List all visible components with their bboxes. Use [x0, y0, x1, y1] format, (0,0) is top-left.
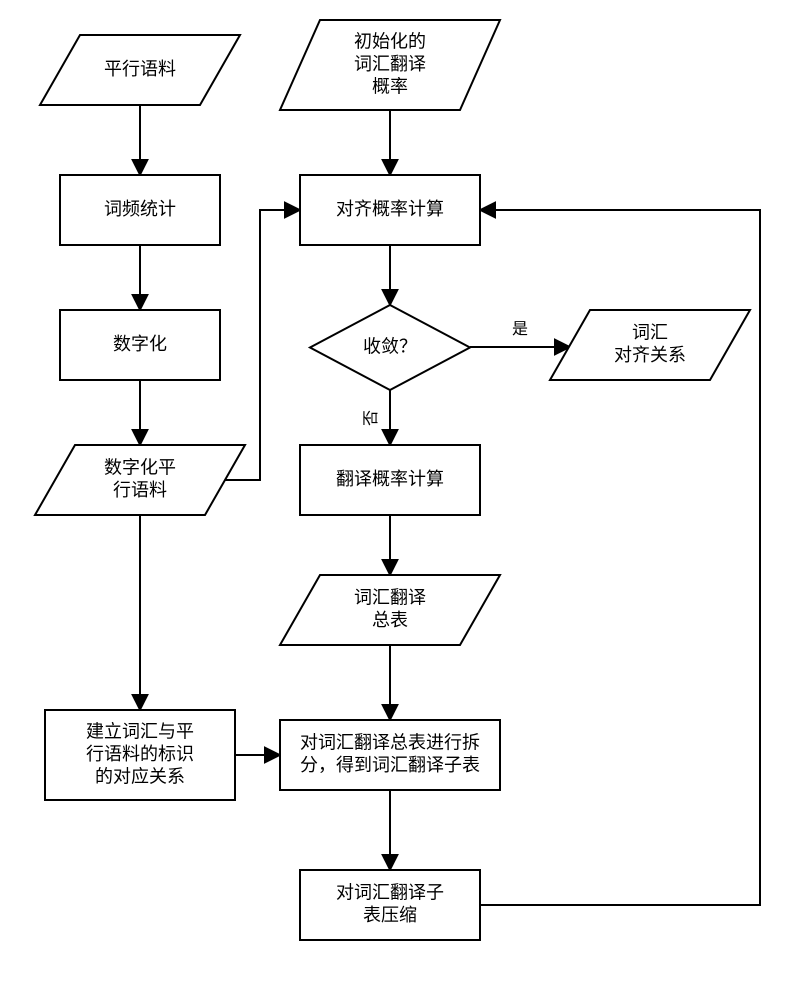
- edge-n8-n4: [225, 210, 300, 480]
- node-n2-label-0: 初始化的: [354, 31, 426, 51]
- node-n6-label-0: 收敛？: [363, 336, 417, 356]
- node-n13-label-1: 表压缩: [363, 905, 417, 925]
- edge-label-n6-n9: 否: [363, 410, 380, 426]
- node-n7-label-0: 词汇: [632, 323, 668, 343]
- node-n2-label-1: 词汇翻译: [354, 54, 426, 74]
- node-n11-label-1: 行语料的标识: [86, 744, 194, 764]
- node-n11-label-0: 建立词汇与平: [86, 721, 194, 741]
- node-n4-label-0: 对齐概率计算: [336, 199, 444, 219]
- node-n13-label-0: 对词汇翻译子: [336, 883, 444, 903]
- flowchart-diagram: 是否平行语料初始化的词汇翻译概率词频统计对齐概率计算数字化收敛？词汇对齐关系数字…: [0, 0, 795, 1000]
- node-n10-label-1: 总表: [372, 610, 408, 630]
- edge-label-n6-n7: 是: [512, 321, 528, 338]
- node-n2-label-2: 概率: [372, 76, 408, 96]
- node-n12-label-0: 对词汇翻译总表进行拆: [300, 733, 480, 753]
- node-n3-label-0: 词频统计: [104, 199, 176, 219]
- node-n9-label-0: 翻译概率计算: [336, 469, 444, 489]
- node-n8-label-1: 行语料: [113, 480, 167, 500]
- node-n7-label-1: 对齐关系: [614, 345, 686, 365]
- node-n10-label-0: 词汇翻译: [354, 588, 426, 608]
- node-n8-label-0: 数字化平: [104, 458, 176, 478]
- node-n12-label-1: 分，得到词汇翻译子表: [300, 755, 480, 775]
- node-n5-label-0: 数字化: [113, 334, 167, 354]
- node-n1-label-0: 平行语料: [104, 59, 176, 79]
- node-n11-label-2: 的对应关系: [95, 766, 185, 786]
